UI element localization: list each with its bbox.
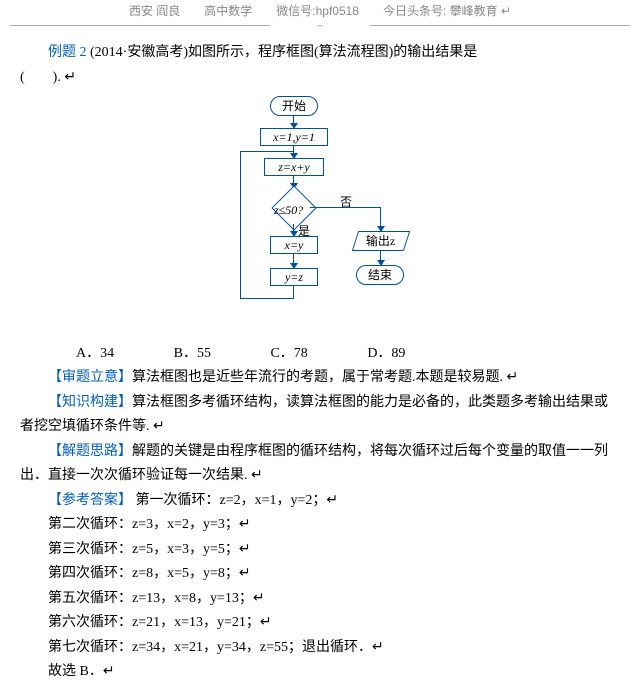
flow-assign-yz: y=z (270, 268, 318, 286)
flow-line (380, 207, 381, 227)
options: A．34 B．55 C．78 D．89 (20, 342, 620, 367)
problem-paren: ( ). ↵ (20, 66, 620, 91)
flow-assign-z: z=x+y (264, 158, 324, 176)
loop-6: 第六次循环：z=21，x=13，y=21；↵ (20, 611, 620, 636)
flow-line (293, 286, 294, 298)
option-c: C．78 (242, 342, 307, 367)
section-4-text: 第一次循环：z=2，x=1，y=2；↵ (132, 493, 338, 508)
header-divider: ⎯ (10, 21, 630, 31)
option-d: D．89 (339, 342, 405, 367)
option-b: B．55 (146, 342, 211, 367)
flow-no-label: 否 (340, 192, 352, 213)
flowchart-wrap: 开始 x=1,y=1 z=x+y z≤50? 否 (20, 96, 620, 336)
section-2-label: 【知识构建】 (48, 395, 132, 410)
loop-2: 第二次循环：z=3，x=2，y=3；↵ (20, 513, 620, 538)
loop-7: 第七次循环：z=34，x=21，y=34，z=55；退出循环．↵ (20, 636, 620, 661)
flow-line (240, 298, 294, 299)
flow-line (240, 151, 293, 152)
option-a: A．34 (48, 342, 114, 367)
flow-output-text: 输出z (366, 231, 395, 252)
section-3: 【解题思路】解题的关键是由程序框图的循环结构，将每次循环过后每个变量的取值一一列… (20, 440, 620, 489)
flowchart: 开始 x=1,y=1 z=x+y z≤50? 否 (190, 96, 450, 326)
content: 例题 2 (2014·安徽高考)如图所示，程序框图(算法流程图)的输出结果是 (… (10, 41, 630, 685)
section-1: 【审题立意】算法框图也是近些年流行的考题，属于常考题.本题是较易题. ↵ (20, 366, 620, 391)
section-1-label: 【审题立意】 (48, 370, 132, 385)
section-3-label: 【解题思路】 (48, 444, 132, 459)
loop-3: 第三次循环：z=5，x=3，y=5；↵ (20, 538, 620, 563)
answer: 故选 B．↵ (20, 660, 620, 685)
flow-cond: z≤50? (274, 200, 303, 221)
flow-line (240, 151, 241, 299)
flow-end: 结束 (356, 265, 404, 285)
problem-line: 例题 2 (2014·安徽高考)如图所示，程序框图(算法流程图)的输出结果是 (20, 41, 620, 66)
page: 西安 阎良 高中数学 微信号:hpf0518 今日头条号: 攀峰教育 ↵ ⎯ 例… (0, 0, 640, 685)
section-4-label: 【参考答案】 (48, 493, 132, 508)
problem-label: 例题 2 (48, 45, 87, 60)
flow-output: 输出z (352, 231, 410, 251)
section-2: 【知识构建】算法框图多考循环结构，读算法框图的能力是必备的，此类题多考输出结果或… (20, 391, 620, 440)
problem-source: (2014·安徽高考)如图所示，程序框图(算法流程图)的输出结果是 (90, 45, 477, 60)
loop-5: 第五次循环：z=13，x=8，y=13；↵ (20, 587, 620, 612)
flow-assign-xy: x=y (270, 236, 318, 254)
section-4: 【参考答案】 第一次循环：z=2，x=1，y=2；↵ (20, 489, 620, 514)
loop-4: 第四次循环：z=8，x=5，y=8；↵ (20, 562, 620, 587)
flow-init: x=1,y=1 (260, 128, 328, 146)
section-1-text: 算法框图也是近些年流行的考题，属于常考题.本题是较易题. ↵ (132, 370, 518, 385)
flow-start: 开始 (270, 96, 318, 116)
